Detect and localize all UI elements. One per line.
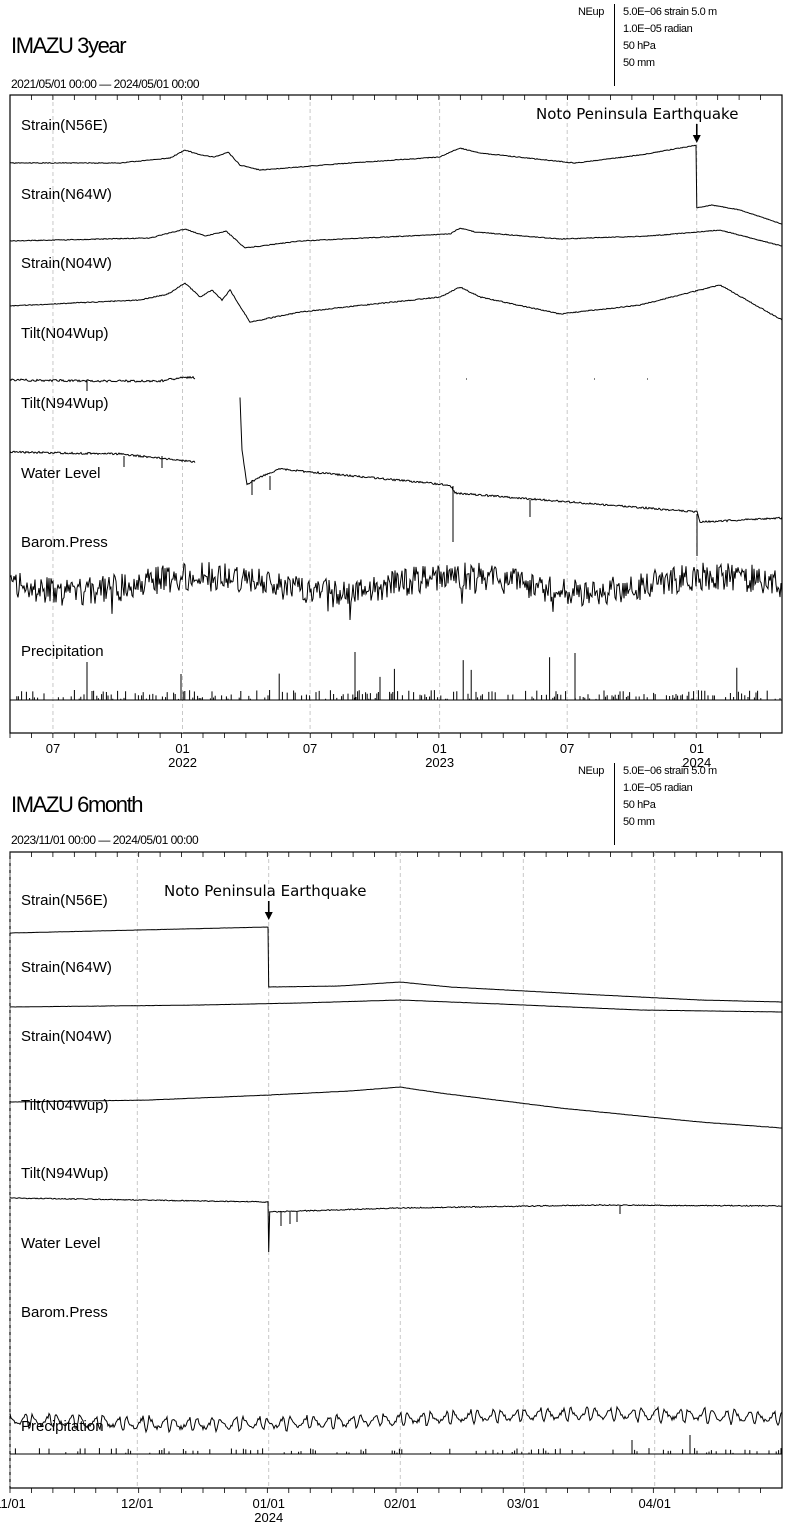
x-tick-label: 02/01 xyxy=(384,1496,417,1511)
x-tick-label: 04/01 xyxy=(638,1496,671,1511)
chart-range: 2023/11/01 00:00 — 2024/05/01 00:00 xyxy=(11,833,199,847)
x-tick-label: 01/01 xyxy=(252,1496,285,1511)
x-tick-year: 2022 xyxy=(168,755,197,770)
x-tick-label: 07 xyxy=(303,741,317,756)
series-label: Barom.Press xyxy=(21,534,108,551)
chart-6month: IMAZU 6month 2023/11/01 00:00 — 2024/05/… xyxy=(0,762,787,1524)
series-label: Water Level xyxy=(21,1235,100,1252)
series-line xyxy=(10,1086,782,1129)
series-label: Tilt(N04Wup) xyxy=(21,1097,109,1114)
plot-frame xyxy=(9,851,783,1489)
series-label: Tilt(N94Wup) xyxy=(21,1165,109,1182)
chart-title: IMAZU 6month xyxy=(11,792,144,817)
series-label: Strain(N56E) xyxy=(21,117,108,134)
earthquake-arrowhead xyxy=(692,135,701,143)
series-label: Strain(N04W) xyxy=(21,1028,112,1045)
scale-legend: 5.0E−06 strain 5.0 m 1.0E−05 radian 50 h… xyxy=(623,763,717,831)
scale-corner: NEup xyxy=(578,6,604,18)
series-line xyxy=(9,1197,782,1253)
series-line xyxy=(9,227,783,249)
series-line xyxy=(9,926,782,1003)
series-line xyxy=(9,999,783,1013)
series-label: Strain(N64W) xyxy=(21,959,112,976)
scale-line: 5.0E−06 strain 5.0 m xyxy=(623,6,717,18)
chart-range: 2021/05/01 00:00 — 2024/05/01 00:00 xyxy=(11,77,200,91)
series-label: Precipitation xyxy=(21,643,104,660)
series-line xyxy=(9,282,783,323)
series-line xyxy=(9,397,783,524)
x-tick-year: 2023 xyxy=(425,755,454,770)
x-tick-label: 12/01 xyxy=(121,1496,154,1511)
x-tick-year: 2024 xyxy=(682,755,711,770)
earthquake-arrowhead xyxy=(264,912,273,920)
series-label: Strain(N56E) xyxy=(21,892,108,909)
x-tick-label: 07 xyxy=(46,741,60,756)
chart-title: IMAZU 3year xyxy=(11,33,127,58)
series-label: Barom.Press xyxy=(21,1304,108,1321)
series-line xyxy=(10,1435,782,1455)
scale-line: 1.0E−05 radian xyxy=(623,782,693,794)
x-tick-label: 01 xyxy=(432,741,446,756)
earthquake-annotation: Noto Peninsula Earthquake xyxy=(536,105,738,123)
series-line xyxy=(9,562,783,621)
earthquake-annotation: Noto Peninsula Earthquake xyxy=(164,882,366,900)
scale-divider xyxy=(614,763,615,845)
scale-line: 50 mm xyxy=(623,57,655,69)
series-line xyxy=(9,1405,783,1434)
plot-frame xyxy=(9,94,783,734)
x-tick-label: 11/01 xyxy=(0,1496,26,1511)
x-tick-label: 01 xyxy=(690,741,704,756)
series-label: Tilt(N04Wup) xyxy=(21,325,109,342)
series-label: Strain(N04W) xyxy=(21,255,112,272)
series-line xyxy=(10,652,782,701)
series-line xyxy=(9,375,648,391)
series-label: Tilt(N94Wup) xyxy=(21,395,109,412)
series-line xyxy=(10,144,783,225)
series-label: Water Level xyxy=(21,465,100,482)
scale-corner: NEup xyxy=(578,765,604,777)
series-label: Strain(N64W) xyxy=(21,186,112,203)
x-tick-label: 07 xyxy=(560,741,574,756)
scale-line: 50 hPa xyxy=(623,40,656,52)
scale-line: 50 mm xyxy=(623,816,655,828)
scale-line: 1.0E−05 radian xyxy=(623,23,693,35)
scale-line: 50 hPa xyxy=(623,799,656,811)
scale-line: 5.0E−06 strain 5.0 m xyxy=(623,765,717,777)
chart-3year: IMAZU 3year 2021/05/01 00:00 — 2024/05/0… xyxy=(9,4,783,770)
scale-legend: 5.0E−06 strain 5.0 m 1.0E−05 radian 50 h… xyxy=(623,4,717,72)
x-tick-label: 03/01 xyxy=(507,1496,540,1511)
scale-divider xyxy=(614,4,615,86)
series-label: Precipitation xyxy=(21,1418,104,1435)
x-tick-year: 2024 xyxy=(254,1510,283,1524)
series-line xyxy=(251,476,698,556)
x-tick-label: 01 xyxy=(175,741,189,756)
